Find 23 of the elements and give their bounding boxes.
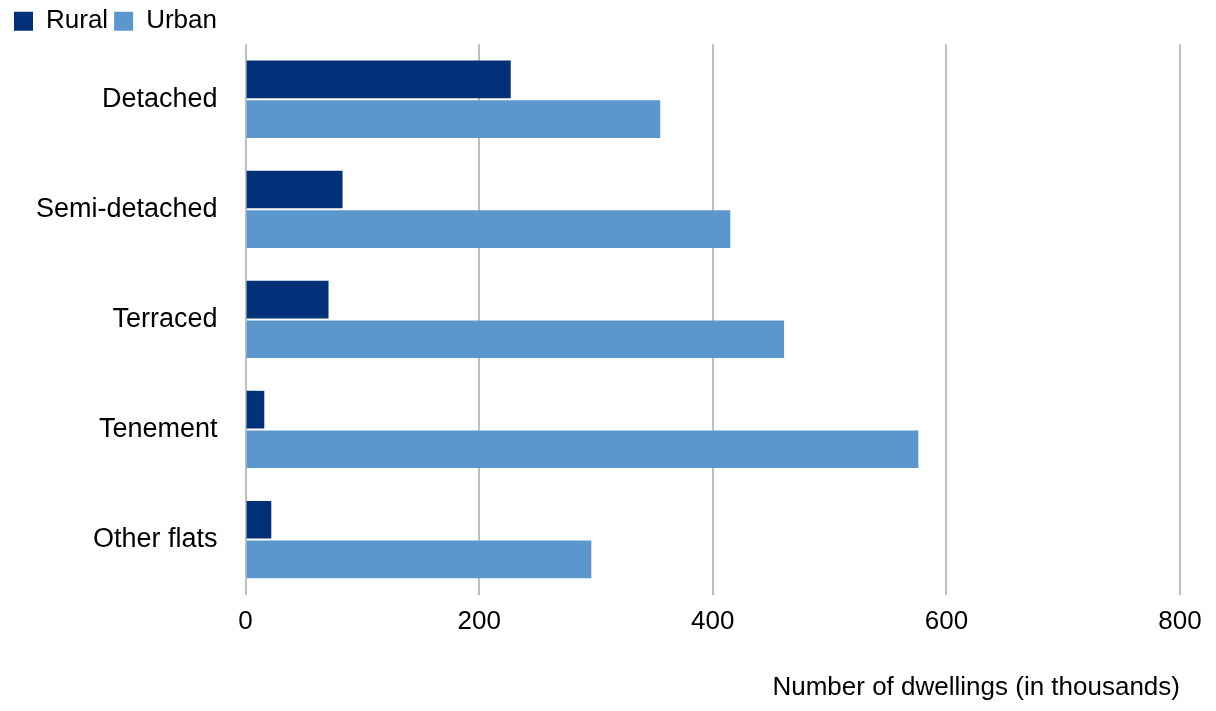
y-tick-label: Semi-detached: [35, 192, 218, 223]
x-axis-title: Number of dwellings (in thousands): [772, 670, 1180, 701]
bar: [246, 280, 329, 319]
bar: [246, 320, 785, 359]
bar: [246, 500, 272, 539]
x-tick-label: 0: [238, 605, 253, 636]
bar: [246, 100, 661, 138]
y-tick-label: Other flats: [93, 523, 218, 554]
x-tick-label: 400: [691, 605, 735, 636]
x-tick-label: 200: [457, 605, 501, 636]
bar: [246, 210, 731, 248]
y-tick-label: Tenement: [99, 412, 219, 443]
legend-label: Urban: [146, 4, 217, 35]
bar: [246, 60, 511, 99]
legend-label: Rural: [46, 4, 109, 35]
bar: [246, 430, 919, 469]
x-tick-label: 800: [1158, 605, 1202, 636]
bar: [246, 540, 592, 579]
bar: [246, 390, 265, 429]
bar: [246, 170, 343, 209]
y-tick-label: Terraced: [112, 302, 218, 333]
x-tick-label: 600: [924, 605, 969, 636]
y-tick-label: Detached: [102, 82, 218, 113]
